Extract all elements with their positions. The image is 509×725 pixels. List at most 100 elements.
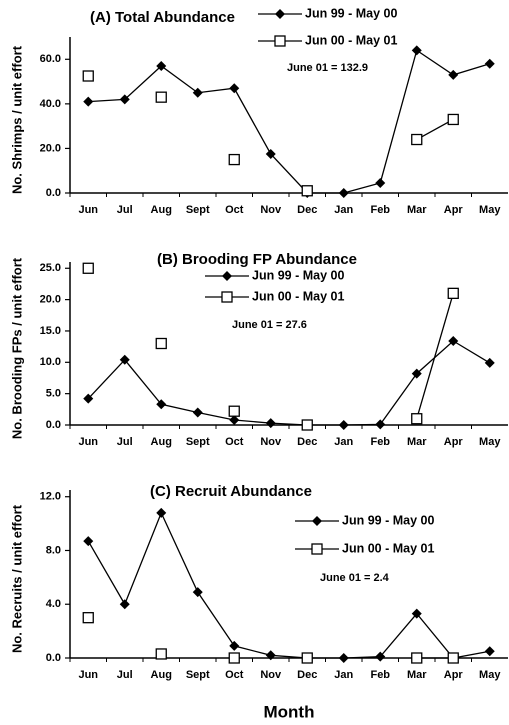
marker: [229, 83, 240, 94]
y-tick-label: 12.0: [40, 491, 61, 503]
legend-label: Jun 99 - May 00: [305, 6, 397, 20]
marker: [83, 536, 94, 547]
marker: [375, 651, 386, 662]
marker: [375, 419, 386, 430]
marker: [338, 653, 349, 663]
x-tick-label: Jul: [117, 436, 133, 448]
y-tick-label: 4.0: [46, 598, 61, 610]
x-tick-label: Mar: [407, 436, 427, 448]
marker: [83, 96, 94, 107]
y-tick-label: 40.0: [40, 98, 61, 110]
legend-marker: [312, 516, 322, 526]
x-tick-label: Dec: [297, 204, 317, 216]
y-tick-label: 0.0: [46, 187, 61, 199]
x-tick-label: Apr: [444, 669, 464, 681]
legend-label: Jun 99 - May 00: [252, 268, 344, 282]
y-axis-label: No. Shrimps / unit effort: [9, 45, 24, 194]
y-tick-label: 8.0: [46, 544, 61, 556]
x-tick-label: Sept: [186, 204, 210, 216]
marker: [228, 153, 240, 166]
series-line: [88, 49, 490, 194]
x-tick-label: Jul: [117, 204, 133, 216]
marker: [229, 414, 240, 425]
x-tick-label: Feb: [370, 436, 390, 448]
x-tick-label: Apr: [444, 204, 464, 216]
marker: [228, 652, 240, 664]
legend-marker: [222, 271, 232, 281]
x-tick-label: Jan: [334, 669, 353, 681]
series-line: [416, 118, 454, 141]
annotation: June 01 = 132.9: [287, 62, 368, 74]
series-line: [416, 293, 454, 419]
legend-marker: [311, 543, 323, 555]
legend-label: Jun 00 - May 01: [342, 541, 434, 555]
marker: [448, 69, 459, 80]
marker: [155, 648, 167, 660]
x-tick-label: Aug: [151, 204, 172, 216]
y-tick-label: 0.0: [46, 419, 61, 431]
x-tick-label: Dec: [297, 436, 317, 448]
y-tick-label: 10.0: [40, 356, 61, 368]
x-tick-label: Jun: [78, 436, 98, 448]
legend-label: Jun 00 - May 01: [305, 33, 397, 47]
marker: [301, 185, 313, 197]
marker: [192, 87, 203, 98]
marker: [411, 368, 422, 379]
x-tick-label: Jan: [334, 204, 353, 216]
x-axis-label: Month: [264, 702, 315, 721]
y-tick-label: 20.0: [40, 294, 61, 306]
x-tick-label: Feb: [370, 669, 390, 681]
marker: [375, 177, 386, 188]
y-tick-label: 60.0: [40, 53, 61, 65]
annotation: June 01 = 2.4: [320, 572, 390, 584]
x-tick-label: Nov: [260, 204, 282, 216]
marker: [192, 407, 203, 418]
x-tick-label: Nov: [260, 436, 282, 448]
y-tick-label: 25.0: [40, 262, 61, 274]
x-tick-label: Jun: [78, 669, 98, 681]
marker: [484, 646, 495, 657]
marker: [448, 335, 459, 346]
series-line: [87, 340, 491, 426]
y-axis-label: No. Recruits / unit effort: [9, 504, 24, 653]
marker: [155, 337, 167, 350]
x-tick-label: May: [479, 436, 501, 448]
legend-marker: [275, 9, 285, 19]
y-tick-label: 0.0: [46, 652, 61, 664]
marker: [192, 587, 203, 598]
marker: [119, 94, 130, 105]
marker: [155, 91, 167, 103]
marker: [83, 393, 94, 404]
marker: [447, 652, 459, 664]
x-tick-label: Oct: [225, 669, 244, 681]
panel-title: (B) Brooding FP Abundance: [157, 251, 357, 268]
legend-label: Jun 00 - May 01: [252, 289, 344, 303]
x-tick-label: Oct: [225, 436, 244, 448]
marker: [338, 188, 349, 198]
marker: [265, 418, 276, 429]
marker: [411, 133, 423, 146]
marker: [156, 507, 167, 518]
marker: [82, 612, 94, 624]
marker: [301, 419, 313, 431]
y-tick-label: 5.0: [46, 388, 61, 400]
x-tick-label: May: [479, 204, 501, 216]
x-tick-label: May: [479, 669, 501, 681]
series-line: [87, 511, 490, 659]
marker: [411, 608, 422, 619]
marker: [228, 405, 240, 417]
marker: [119, 599, 130, 610]
y-axis-label: No. Brooding FPs / unit effort: [9, 257, 24, 439]
y-tick-label: 15.0: [40, 325, 61, 337]
legend-marker: [221, 291, 233, 303]
panel-title: (A) Total Abundance: [90, 9, 235, 26]
marker: [338, 420, 349, 430]
x-tick-label: Aug: [151, 669, 172, 681]
marker: [411, 45, 422, 56]
marker: [484, 357, 495, 368]
annotation: June 01 = 27.6: [232, 319, 307, 331]
y-tick-label: 20.0: [40, 142, 61, 154]
x-tick-label: Jun: [78, 204, 98, 216]
marker: [265, 650, 276, 661]
